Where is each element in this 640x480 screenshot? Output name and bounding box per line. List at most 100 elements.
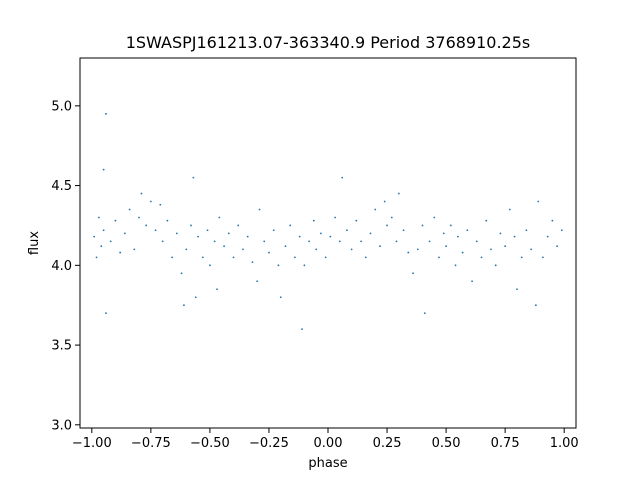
data-point: [416, 248, 419, 251]
data-point: [457, 235, 459, 238]
data-point: [102, 168, 105, 171]
data-point: [324, 256, 327, 259]
data-point: [334, 216, 336, 219]
data-point: [258, 208, 261, 211]
data-point: [246, 235, 249, 238]
data-point: [312, 219, 315, 222]
data-point: [386, 224, 388, 227]
data-point: [175, 232, 178, 235]
data-point: [433, 216, 436, 219]
x-tick-label: −0.50: [190, 436, 230, 451]
data-point: [490, 248, 492, 251]
data-point: [369, 232, 372, 235]
data-point: [223, 245, 225, 248]
data-point: [485, 219, 488, 222]
x-tick-label: 1.00: [550, 436, 579, 451]
data-point: [180, 272, 183, 275]
data-point: [407, 251, 410, 254]
data-point: [350, 248, 353, 251]
data-point: [338, 240, 341, 243]
data-point: [412, 272, 414, 275]
data-point: [504, 245, 507, 248]
x-tick-label: −1.00: [72, 436, 112, 451]
data-point: [190, 224, 192, 227]
data-point: [402, 229, 405, 232]
data-point: [149, 200, 152, 203]
data-point: [530, 248, 533, 251]
data-point: [185, 248, 188, 251]
data-point: [534, 304, 537, 307]
data-point: [171, 256, 174, 259]
data-point: [159, 203, 162, 206]
chart-title: 1SWASPJ161213.07-363340.9 Period 3768910…: [126, 33, 531, 52]
data-point: [423, 312, 426, 315]
data-point: [438, 256, 440, 259]
data-point: [520, 256, 523, 259]
data-point: [237, 224, 240, 227]
data-point: [284, 245, 287, 248]
data-point: [123, 232, 126, 235]
data-point: [154, 229, 157, 232]
data-point: [513, 235, 516, 238]
data-point: [218, 216, 221, 219]
x-tick-label: −0.25: [249, 436, 289, 451]
data-point: [242, 248, 244, 251]
data-point: [556, 245, 558, 248]
data-point: [360, 240, 362, 243]
data-point: [216, 288, 218, 291]
data-point: [494, 264, 497, 267]
data-point: [166, 219, 169, 222]
data-point: [197, 235, 200, 238]
data-point: [232, 256, 235, 259]
data-point: [428, 240, 431, 243]
data-point: [272, 229, 275, 232]
y-axis-label: flux: [27, 231, 42, 255]
y-tick-label: 3.0: [51, 418, 72, 433]
data-point: [355, 219, 358, 222]
data-point: [95, 256, 98, 259]
data-point: [100, 245, 103, 248]
data-point: [277, 264, 280, 267]
data-point: [105, 312, 107, 315]
data-point: [421, 224, 424, 227]
data-point: [320, 232, 322, 235]
data-point: [303, 264, 306, 267]
x-tick-label: 0.00: [314, 436, 343, 451]
data-point: [201, 256, 204, 259]
data-point: [128, 208, 131, 211]
y-tick-label: 5.0: [51, 99, 72, 114]
data-point: [560, 229, 563, 232]
data-point: [546, 235, 549, 238]
data-point: [475, 240, 478, 243]
data-point: [114, 219, 117, 222]
data-point: [145, 224, 148, 227]
data-point: [268, 251, 270, 254]
data-point: [161, 240, 164, 243]
data-point: [140, 192, 143, 195]
data-point: [256, 280, 259, 283]
data-point: [263, 240, 266, 243]
data-point: [508, 208, 511, 211]
data-point: [206, 229, 209, 232]
x-axis-label: phase: [308, 456, 347, 471]
data-point: [454, 264, 457, 267]
data-point: [109, 240, 112, 243]
data-point: [102, 229, 105, 232]
data-point: [192, 176, 195, 179]
data-point: [227, 232, 230, 235]
data-point: [98, 216, 100, 219]
data-point: [329, 235, 332, 238]
y-tick-label: 3.5: [51, 339, 72, 354]
data-point: [315, 248, 318, 251]
data-point: [119, 251, 122, 254]
data-point: [289, 224, 292, 227]
data-point: [480, 256, 483, 259]
data-point: [346, 229, 348, 232]
x-tick-label: 0.75: [491, 436, 520, 451]
data-point: [537, 200, 540, 203]
data-point: [461, 251, 464, 254]
data-point: [551, 219, 554, 222]
data-point: [279, 296, 282, 299]
